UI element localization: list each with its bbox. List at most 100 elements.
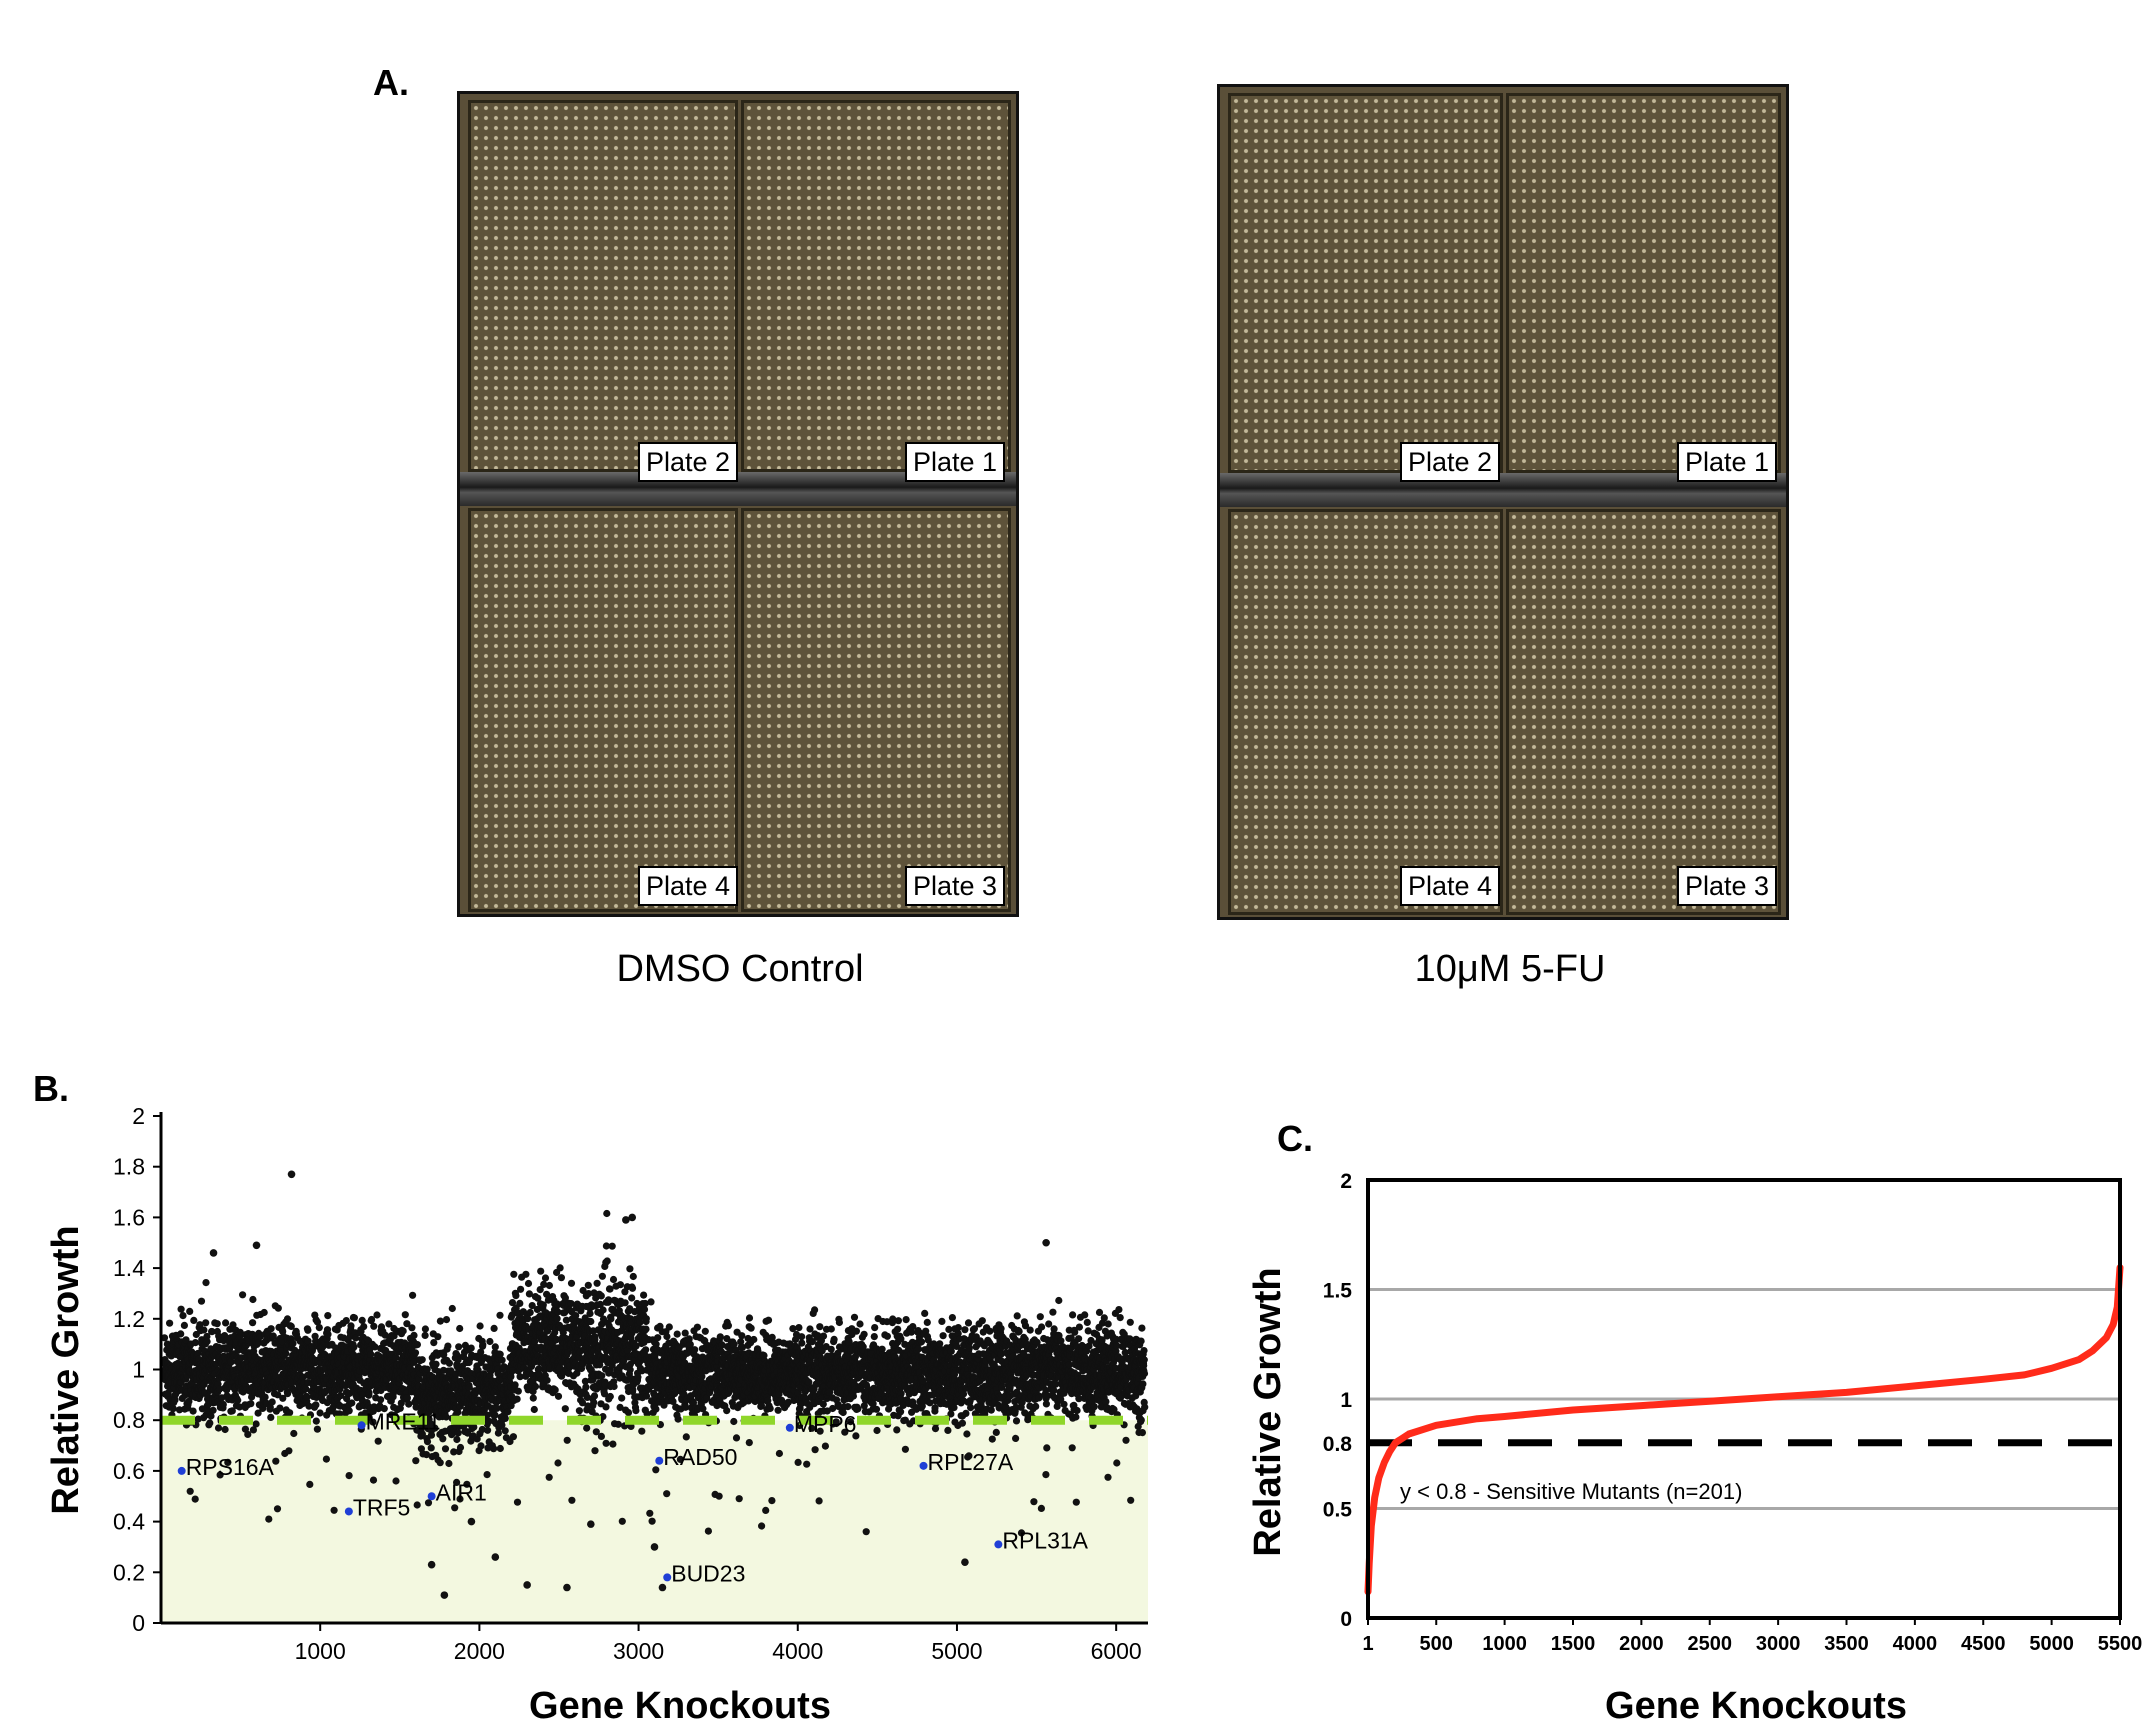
data-point: [431, 1424, 439, 1432]
data-point: [501, 1427, 509, 1435]
data-point: [561, 1405, 569, 1413]
data-point: [273, 1505, 282, 1513]
data-point: [286, 1409, 294, 1417]
data-point: [602, 1242, 611, 1250]
data-point: [827, 1325, 835, 1333]
data-point: [626, 1366, 634, 1374]
data-point: [418, 1356, 426, 1364]
data-point: [909, 1323, 917, 1331]
data-point: [795, 1324, 803, 1332]
data-point: [450, 1448, 458, 1456]
data-point: [539, 1301, 547, 1309]
data-point: [483, 1471, 491, 1479]
data-point: [789, 1325, 797, 1333]
data-point: [463, 1480, 471, 1488]
data-point: [716, 1333, 724, 1341]
data-point: [267, 1413, 275, 1421]
data-point: [923, 1318, 931, 1326]
data-point: [254, 1409, 262, 1417]
data-point: [531, 1337, 539, 1346]
data-point: [399, 1327, 407, 1335]
data-point: [568, 1496, 576, 1504]
data-point: [917, 1338, 926, 1346]
data-point: [579, 1286, 587, 1295]
data-point: [902, 1316, 910, 1324]
plate-3-image: [741, 508, 1011, 912]
data-point: [897, 1408, 905, 1416]
plate-4-label: Plate 4: [638, 866, 739, 906]
data-point: [584, 1281, 592, 1289]
data-point: [522, 1270, 530, 1278]
data-point: [377, 1396, 385, 1404]
data-point: [798, 1333, 806, 1341]
data-point: [380, 1405, 388, 1413]
plate-1-label: Plate 1: [1677, 442, 1778, 482]
data-point: [533, 1305, 541, 1314]
data-point: [381, 1331, 389, 1339]
data-point: [365, 1389, 373, 1397]
data-point: [603, 1257, 611, 1265]
data-point: [524, 1315, 532, 1323]
data-point: [629, 1272, 637, 1281]
data-point: [360, 1323, 368, 1331]
data-point: [551, 1386, 559, 1394]
data-point: [483, 1411, 491, 1419]
data-point: [901, 1445, 910, 1453]
data-point: [572, 1312, 580, 1320]
data-point: [883, 1318, 891, 1326]
data-point: [276, 1404, 284, 1412]
data-point: [260, 1308, 268, 1317]
data-point: [608, 1242, 616, 1250]
data-point: [606, 1392, 614, 1401]
data-point: [249, 1319, 257, 1327]
data-point: [715, 1492, 723, 1500]
data-point: [367, 1350, 375, 1358]
data-point: [582, 1383, 590, 1391]
data-point: [535, 1365, 543, 1373]
data-point: [403, 1320, 411, 1328]
data-point: [642, 1325, 650, 1333]
data-point: [738, 1332, 746, 1340]
data-point: [529, 1394, 537, 1402]
data-point: [444, 1342, 452, 1350]
data-point: [203, 1337, 211, 1346]
data-point: [464, 1429, 472, 1437]
data-point: [652, 1466, 660, 1474]
data-point: [392, 1477, 400, 1485]
data-point: [897, 1335, 905, 1343]
data-point: [730, 1340, 738, 1348]
data-point: [852, 1327, 861, 1335]
data-point: [575, 1407, 584, 1415]
data-point: [202, 1319, 210, 1327]
data-point: [239, 1291, 247, 1299]
data-point: [624, 1346, 632, 1354]
data-point: [470, 1423, 478, 1431]
data-point: [563, 1436, 571, 1444]
data-point: [454, 1429, 462, 1437]
data-point: [196, 1321, 204, 1329]
data-point: [536, 1286, 544, 1294]
data-point: [177, 1330, 185, 1338]
data-point: [304, 1337, 312, 1345]
data-point: [586, 1310, 594, 1318]
data-point: [315, 1324, 323, 1332]
data-point: [870, 1333, 878, 1341]
data-point: [607, 1315, 615, 1323]
data-point: [808, 1338, 817, 1346]
data-point: [430, 1339, 438, 1347]
data-point: [897, 1395, 905, 1403]
data-point: [798, 1339, 806, 1347]
data-point: [689, 1398, 698, 1407]
data-point: [274, 1304, 282, 1312]
data-point: [261, 1393, 269, 1401]
data-point: [442, 1316, 451, 1324]
data-point: [732, 1434, 741, 1442]
data-point: [545, 1473, 553, 1481]
data-point: [479, 1341, 487, 1349]
data-point: [682, 1433, 690, 1441]
plate-3-image: [1506, 509, 1781, 915]
data-point: [180, 1321, 188, 1329]
data-point: [451, 1504, 459, 1512]
plate-2-label: Plate 2: [638, 442, 739, 482]
data-point: [337, 1392, 345, 1400]
